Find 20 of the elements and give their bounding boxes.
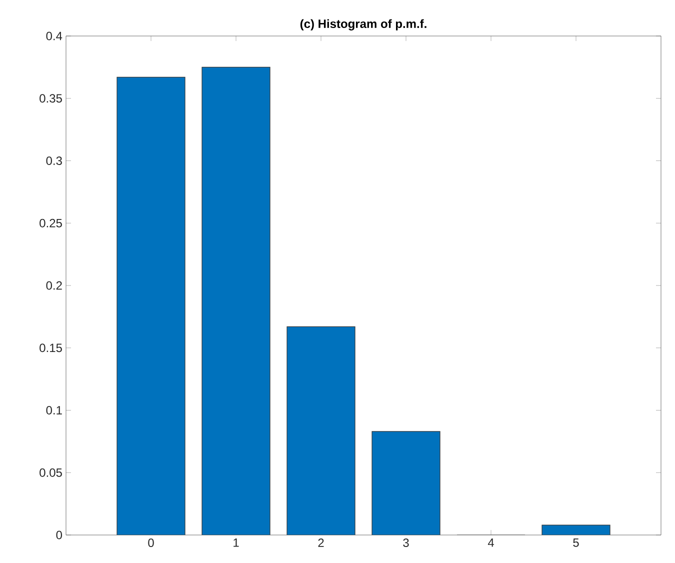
- chart-title: (c) Histogram of p.m.f.: [300, 19, 426, 30]
- bar: [202, 67, 270, 535]
- x-tick-label: 4: [488, 538, 494, 547]
- y-tick-label: 0.1: [46, 406, 62, 414]
- y-tick-label: 0.25: [40, 218, 62, 228]
- bar: [117, 77, 185, 535]
- x-tick-label: 5: [573, 538, 579, 547]
- y-tick-label: 0.05: [40, 468, 62, 477]
- bar: [287, 326, 355, 535]
- bar: [372, 431, 440, 535]
- x-tick-label: 0: [148, 538, 154, 548]
- y-tick-label: 0.3: [46, 156, 62, 165]
- x-tick-label: 3: [403, 538, 409, 548]
- y-tick-label: 0.2: [46, 281, 62, 290]
- y-tick-label: 0: [56, 530, 62, 540]
- x-tick-label: 1: [234, 538, 239, 547]
- y-tick-label: 0.35: [40, 94, 62, 103]
- y-tick-label: 0.4: [46, 32, 62, 40]
- x-tick-label: 2: [318, 538, 324, 547]
- y-tick-label: 0.15: [40, 344, 62, 352]
